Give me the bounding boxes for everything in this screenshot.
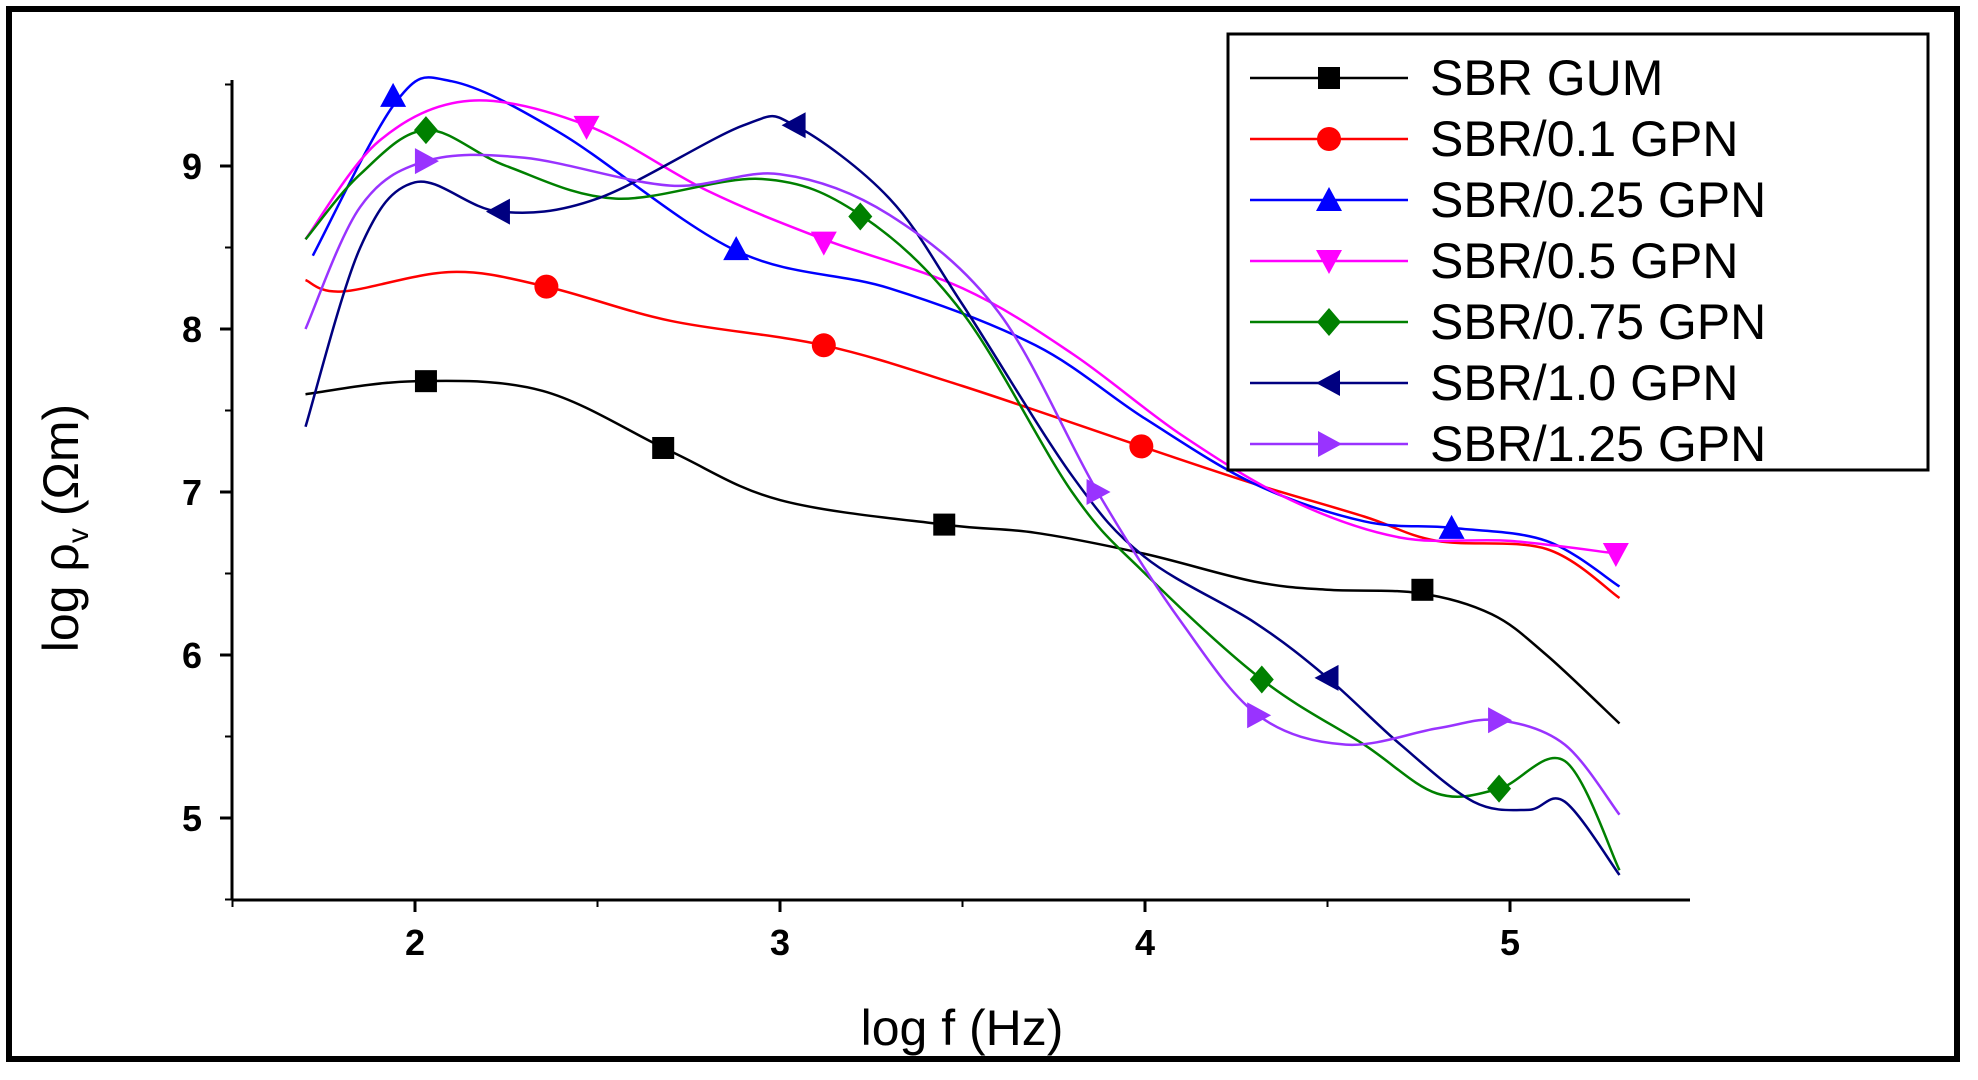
legend-item-sbr-1-25-gpn: SBR/1.25 GPN — [1250, 416, 1766, 472]
legend-label-sbr-gum: SBR GUM — [1430, 50, 1663, 106]
legend-marker-sbr-gum — [1318, 67, 1340, 89]
legend-marker-sbr-0-25-gpn — [1316, 187, 1342, 211]
legend-label-sbr-0-5-gpn: SBR/0.5 GPN — [1430, 233, 1738, 289]
data-point-sbr-0-5-gpn — [810, 231, 837, 256]
series-line-sbr-1-0-gpn — [304, 114, 1621, 876]
data-point-sbr-1-25-gpn — [1488, 707, 1513, 734]
x-tick-label: 5 — [1500, 922, 1520, 963]
series-sbr-1-0-gpn — [304, 112, 1621, 876]
series-line-sbr-0-25-gpn — [311, 76, 1621, 588]
y-tick-label: 7 — [182, 472, 202, 513]
data-point-sbr-gum — [652, 436, 675, 459]
legend-marker-sbr-0-75-gpn — [1317, 308, 1341, 336]
legend-label-sbr-1-0-gpn: SBR/1.0 GPN — [1430, 355, 1738, 411]
y-axis-title-subscript: v — [62, 528, 95, 543]
legend-marker-sbr-1-25-gpn — [1318, 431, 1342, 457]
x-tick-label: 4 — [1135, 922, 1155, 963]
x-tick-label: 2 — [405, 922, 425, 963]
data-point-sbr-0-75-gpn — [413, 116, 438, 145]
data-point-sbr-1-25-gpn — [414, 148, 439, 175]
data-point-sbr-0-1-gpn — [534, 274, 559, 299]
axes: 5 6 7 8 9 2 3 4 5 — [182, 80, 1690, 963]
legend-item-sbr-0-75-gpn: SBR/0.75 GPN — [1250, 294, 1766, 350]
series-line-sbr-1-25-gpn — [304, 153, 1621, 816]
legend-label-sbr-0-75-gpn: SBR/0.75 GPN — [1430, 294, 1766, 350]
series-sbr-1-25-gpn — [304, 148, 1621, 816]
y-tick-label: 5 — [182, 798, 202, 839]
data-point-sbr-0-75-gpn — [848, 202, 873, 231]
series-line-sbr-gum — [305, 379, 1621, 725]
data-point-sbr-gum — [1411, 578, 1434, 601]
legend-label-sbr-0-1-gpn: SBR/0.1 GPN — [1430, 111, 1738, 167]
legend-marker-sbr-0-1-gpn — [1317, 127, 1341, 151]
legend-box — [1226, 32, 1930, 472]
data-point-sbr-0-25-gpn — [1438, 514, 1465, 539]
legend-item-sbr-0-5-gpn: SBR/0.5 GPN — [1250, 233, 1738, 289]
data-point-sbr-1-25-gpn — [1086, 479, 1111, 505]
y-tick-label: 8 — [182, 309, 202, 350]
legend-marker-sbr-1-0-gpn — [1316, 370, 1340, 396]
data-point-sbr-0-75-gpn — [1249, 665, 1274, 694]
series-sbr-0-25-gpn — [311, 76, 1621, 588]
series-sbr-gum — [305, 370, 1621, 725]
y-axis-title-unit: (Ωm) — [33, 404, 89, 516]
series-sbr-0-5-gpn — [304, 99, 1629, 567]
svg-text:log ρv(Ωm): log ρv (Ωm) — [33, 404, 95, 652]
series-line-sbr-0-5-gpn — [304, 99, 1620, 556]
y-tick-label: 9 — [182, 146, 202, 187]
x-tick-label: 3 — [770, 922, 790, 963]
legend-item-sbr-gum: SBR GUM — [1250, 50, 1663, 106]
legend-label-sbr-0-25-gpn: SBR/0.25 GPN — [1430, 172, 1766, 228]
data-point-sbr-gum — [933, 513, 956, 536]
data-point-sbr-gum — [414, 370, 437, 393]
data-point-sbr-1-25-gpn — [1247, 702, 1272, 729]
legend-item-sbr-1-0-gpn: SBR/1.0 GPN — [1250, 355, 1738, 411]
x-axis-title: log f (Hz) — [861, 1000, 1064, 1056]
y-tick-label: 6 — [182, 635, 202, 676]
data-point-sbr-1-0-gpn — [1314, 664, 1339, 691]
y-axis-title-main: log ρ — [33, 543, 89, 652]
y-axis-title: log ρv (Ωm) — [33, 404, 95, 652]
data-point-sbr-0-5-gpn — [573, 115, 600, 140]
series-line-sbr-0-75-gpn — [304, 128, 1621, 871]
legend-item-sbr-0-25-gpn: SBR/0.25 GPN — [1250, 172, 1766, 228]
legend-label-sbr-1-25-gpn: SBR/1.25 GPN — [1430, 416, 1766, 472]
data-point-sbr-0-75-gpn — [1487, 774, 1512, 803]
data-point-sbr-0-5-gpn — [1602, 542, 1629, 567]
data-point-sbr-1-0-gpn — [781, 112, 806, 139]
legend-item-sbr-0-1-gpn: SBR/0.1 GPN — [1250, 111, 1738, 167]
data-point-sbr-1-0-gpn — [485, 198, 510, 225]
plot-area — [304, 76, 1629, 876]
data-point-sbr-0-25-gpn — [380, 82, 407, 107]
data-point-sbr-0-1-gpn — [1129, 434, 1154, 459]
series-sbr-0-75-gpn — [304, 116, 1621, 871]
data-point-sbr-0-1-gpn — [811, 333, 836, 358]
legend-marker-sbr-0-5-gpn — [1316, 250, 1342, 274]
data-point-sbr-0-25-gpn — [723, 236, 750, 261]
